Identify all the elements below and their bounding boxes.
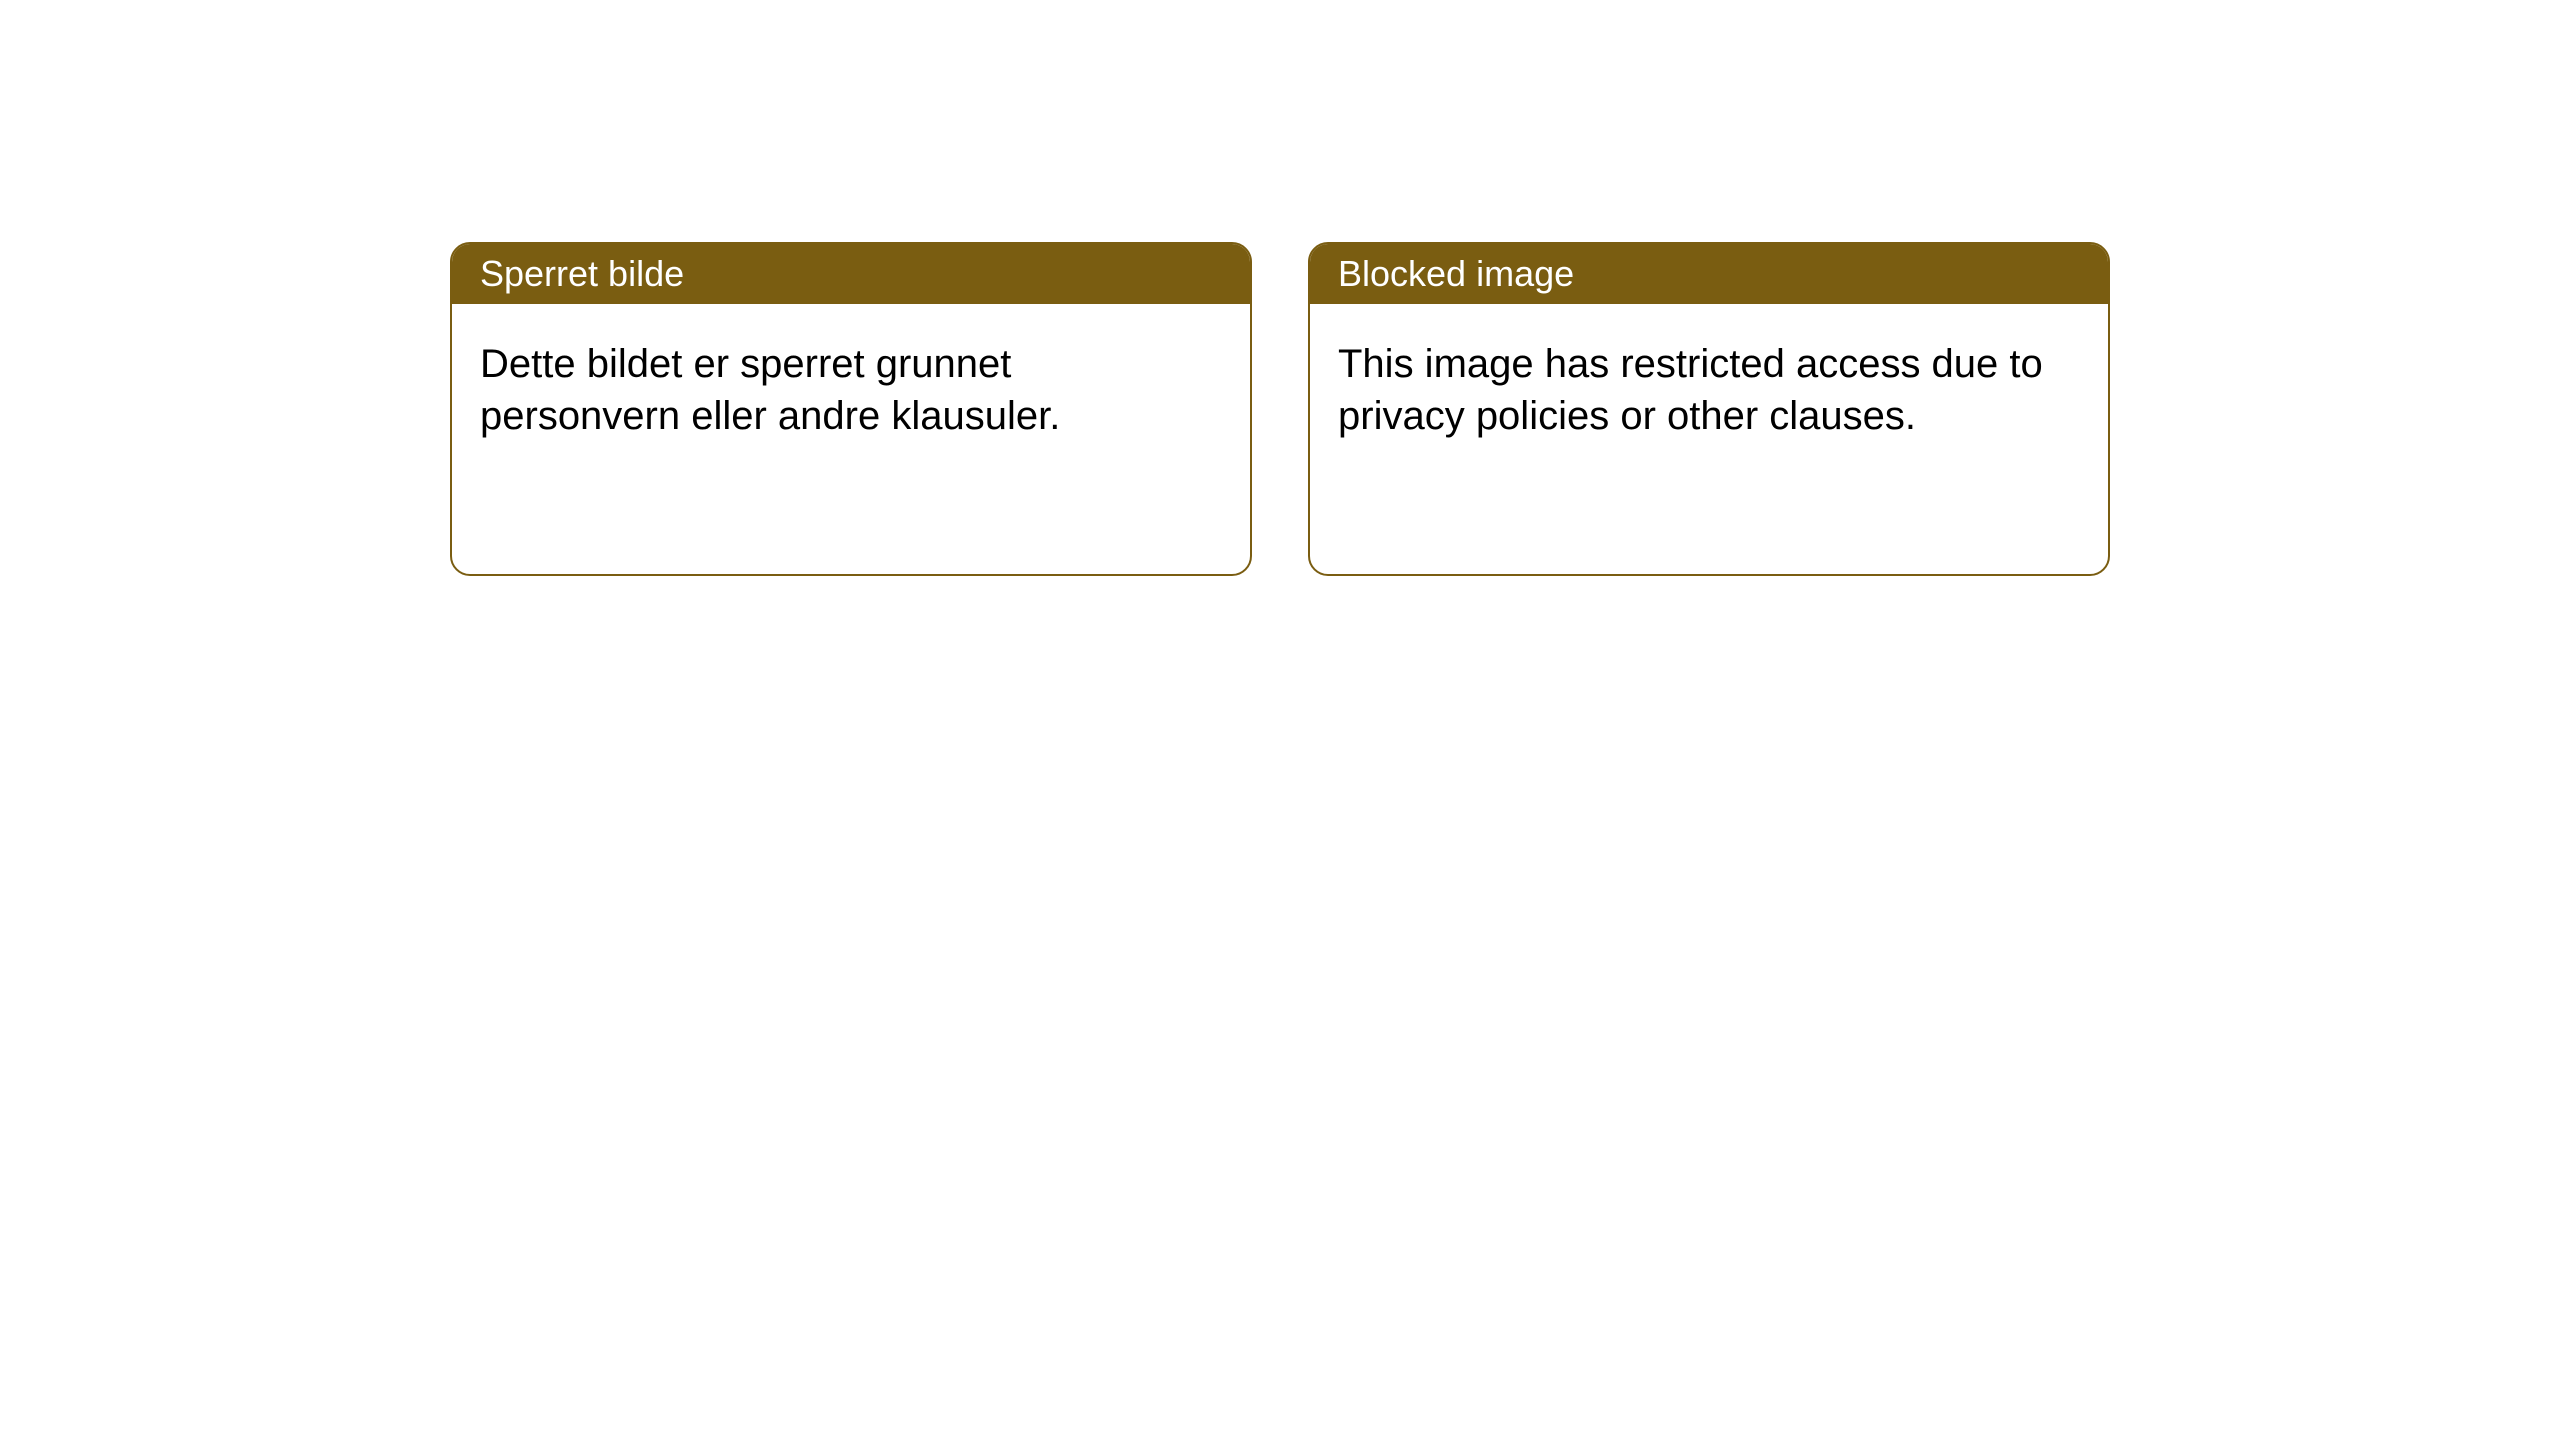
card-title: Sperret bilde xyxy=(480,253,684,295)
blocked-image-card-no: Sperret bilde Dette bildet er sperret gr… xyxy=(450,242,1252,576)
blocked-image-card-en: Blocked image This image has restricted … xyxy=(1308,242,2110,576)
card-header: Blocked image xyxy=(1310,244,2108,304)
card-body-text: This image has restricted access due to … xyxy=(1338,342,2043,438)
card-body-text: Dette bildet er sperret grunnet personve… xyxy=(480,342,1060,438)
card-title: Blocked image xyxy=(1338,253,1574,295)
card-body: This image has restricted access due to … xyxy=(1310,304,2108,476)
card-header: Sperret bilde xyxy=(452,244,1250,304)
card-body: Dette bildet er sperret grunnet personve… xyxy=(452,304,1250,476)
notice-cards-container: Sperret bilde Dette bildet er sperret gr… xyxy=(450,242,2110,1440)
